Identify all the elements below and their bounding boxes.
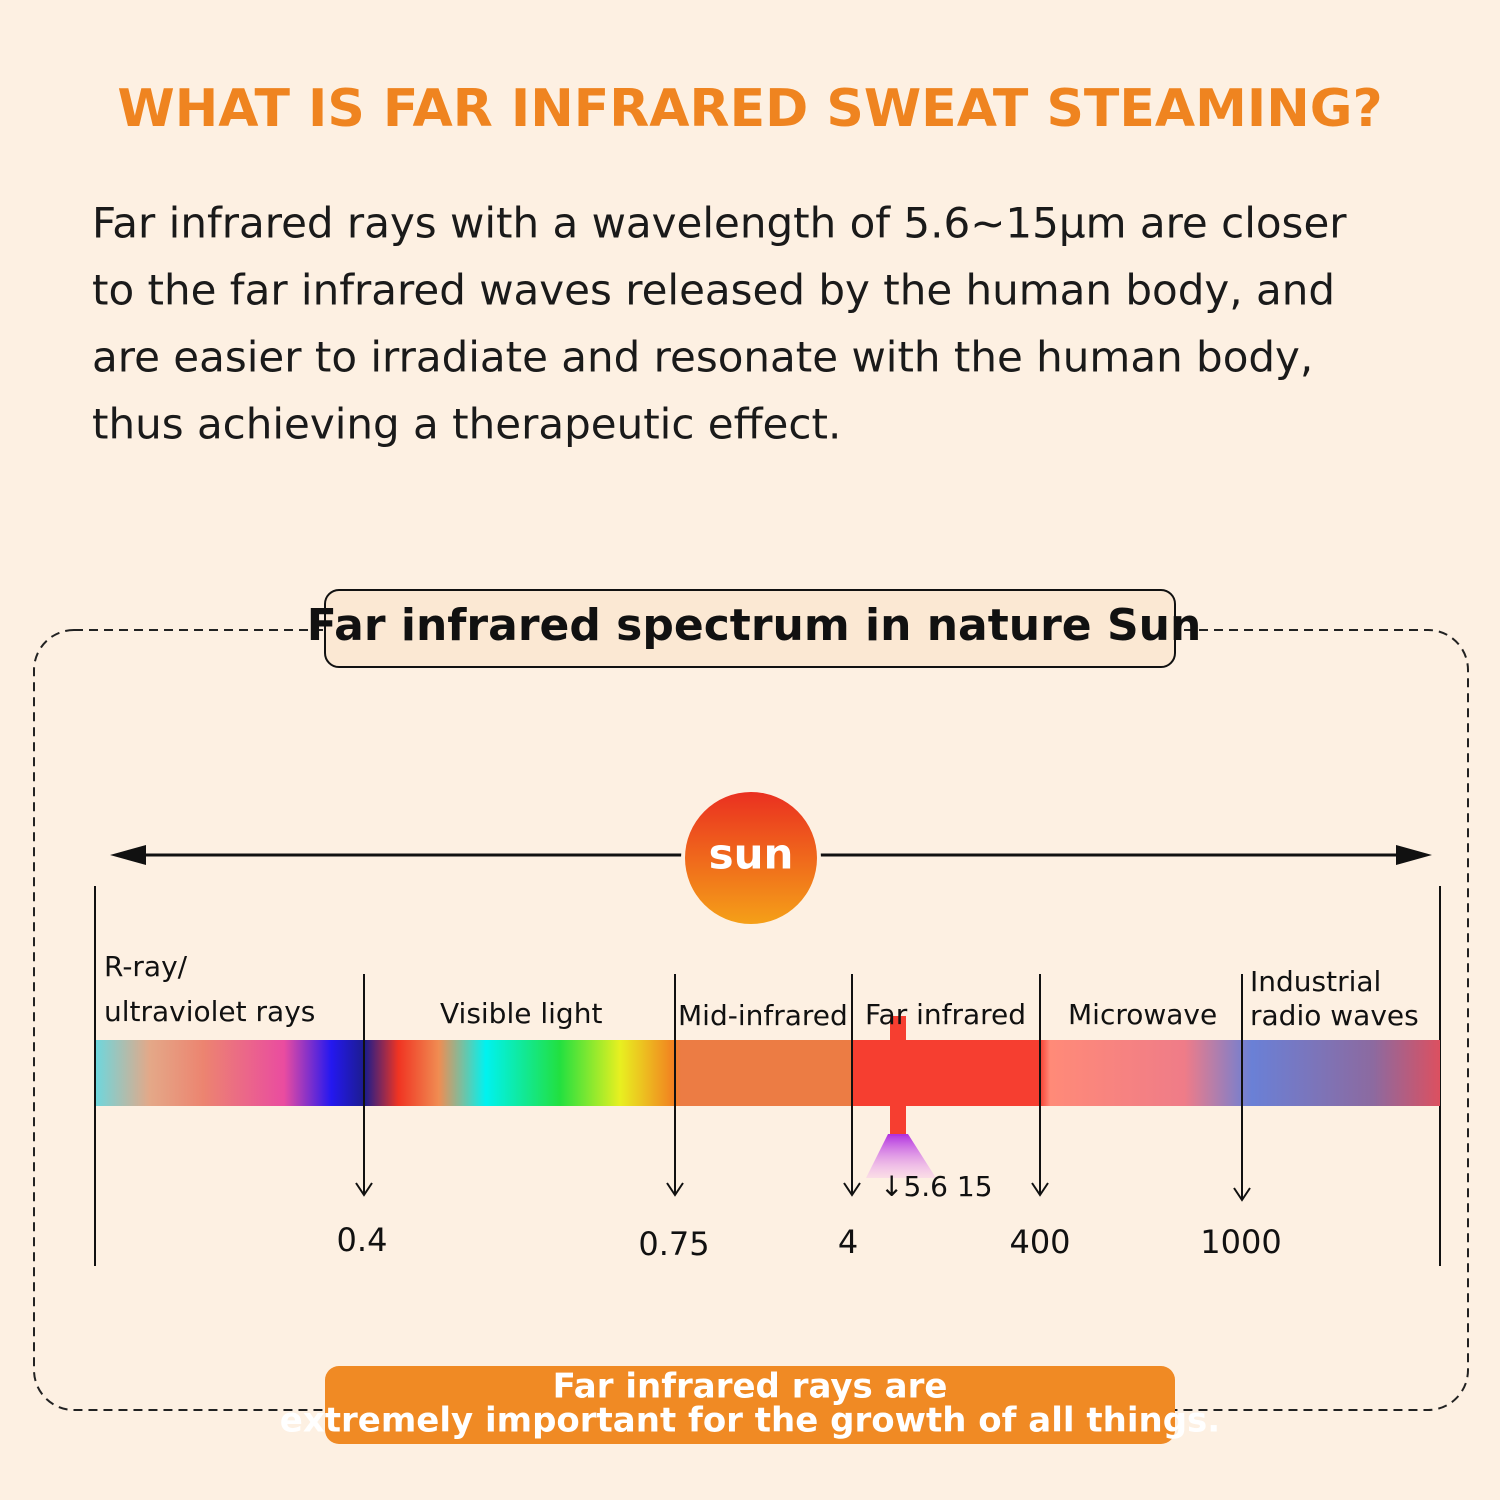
intro-line: are easier to irradiate and resonate wit… [92, 333, 1313, 382]
intro: Far infrared rays with a wavelength of 5… [92, 199, 1347, 449]
intro-line: Far infrared rays with a wavelength of 5… [92, 199, 1347, 248]
wavelength: 1000 [1200, 1223, 1281, 1261]
divider-arrow [1031, 974, 1049, 1197]
band-labels: R-ray/ ultraviolet rays Visible light Mi… [104, 950, 1419, 1032]
wavelength: 400 [1009, 1223, 1070, 1261]
sun [685, 792, 817, 924]
band-label: R-ray/ [104, 950, 188, 983]
band-label: Industrial [1250, 965, 1381, 998]
far-ir-range: ↓5.6 15 [880, 1170, 993, 1203]
far-ir-glow [866, 1134, 936, 1178]
wavelength: 0.75 [638, 1225, 709, 1263]
footer-line: Far infrared rays are [553, 1367, 948, 1407]
title: WHAT IS FAR INFRARED SWEAT STEAMING? [117, 79, 1382, 139]
far-ir-marker [890, 1016, 906, 1136]
divider-arrow [1233, 974, 1251, 1202]
band-label: radio waves [1250, 999, 1419, 1032]
footer-box [325, 1366, 1175, 1444]
divider-arrow [843, 974, 861, 1197]
intro-line: to the far infrared waves released by th… [92, 266, 1335, 315]
spectrum-title: Far infrared spectrum in nature Sun [307, 600, 1202, 651]
band-label: Far infrared [865, 998, 1026, 1031]
wavelength: 0.4 [337, 1221, 388, 1259]
band-label: Visible light [440, 997, 602, 1030]
band-label: ultraviolet rays [104, 995, 315, 1028]
spectrum-bar [96, 1040, 1440, 1106]
footer-line: extremely important for the growth of al… [280, 1401, 1220, 1441]
footer: Far infrared rays are extremely importan… [280, 1367, 1220, 1441]
dividers [355, 974, 1251, 1202]
intro-line: thus achieving a therapeutic effect. [92, 400, 841, 449]
sun-label: sun [709, 830, 794, 879]
wavelength: 4 [838, 1223, 858, 1261]
divider-arrow [355, 974, 373, 1197]
spectrum-title-box [324, 589, 1176, 668]
divider-arrow [666, 974, 684, 1197]
band-label: Microwave [1068, 998, 1217, 1031]
wavelength-labels: 0.4 0.75 4 400 1000 [337, 1221, 1282, 1263]
band-label: Mid-infrared [678, 999, 848, 1032]
